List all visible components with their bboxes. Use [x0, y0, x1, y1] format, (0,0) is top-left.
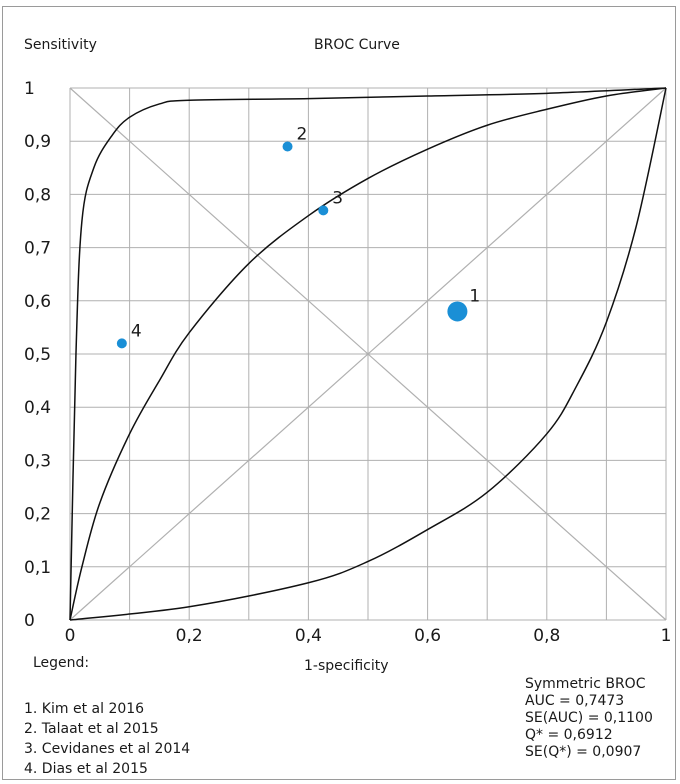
- legend-item-4: 4. Dias et al 2015: [24, 761, 148, 777]
- study-point-1: [447, 301, 468, 322]
- x-tick-label: 0,6: [414, 626, 441, 646]
- study-point-label-2: 2: [297, 125, 308, 145]
- x-tick-label: 0,4: [295, 626, 322, 646]
- x-tick-label: 0: [65, 626, 76, 646]
- x-tick-label: 1: [661, 626, 672, 646]
- chart-title: BROC Curve: [314, 37, 400, 53]
- legend-item-2: 2. Talaat et al 2015: [24, 721, 159, 737]
- y-tick-label: 0,6: [24, 292, 51, 312]
- legend-item-1: 1. Kim et al 2016: [24, 701, 145, 717]
- x-tick-label: 0,2: [176, 626, 203, 646]
- y-tick-label: 0,9: [24, 132, 51, 152]
- y-tick-label: 0,7: [24, 239, 51, 259]
- study-point-4: [116, 338, 127, 349]
- y-tick-label: 1: [24, 79, 35, 99]
- broc-curve-lower: [69, 87, 667, 621]
- stats-q: Q* = 0,6912: [525, 727, 613, 743]
- anti-diagonal: [69, 87, 667, 621]
- y-axis-label: Sensitivity: [24, 37, 97, 53]
- broc-curve-middle: [69, 87, 667, 621]
- y-tick-label: 0,8: [24, 185, 51, 205]
- legend-title: Legend:: [33, 655, 90, 671]
- y-tick-label: 0,4: [24, 398, 51, 418]
- study-point-label-4: 4: [131, 321, 142, 341]
- stats-se-q: SE(Q*) = 0,0907: [525, 744, 642, 760]
- legend-item-3: 3. Cevidanes et al 2014: [24, 741, 191, 757]
- study-point-label-3: 3: [332, 188, 343, 208]
- chart-frame: [2, 6, 676, 780]
- y-tick-label: 0: [24, 611, 35, 631]
- y-tick-label: 0,3: [24, 451, 51, 471]
- stats-se-auc: SE(AUC) = 0,1100: [525, 710, 653, 726]
- broc-curve-upper: [69, 87, 667, 621]
- stats-heading: Symmetric BROC: [525, 676, 646, 692]
- study-point-2: [282, 141, 293, 152]
- y-tick-label: 0,2: [24, 505, 51, 525]
- y-tick-label: 0,1: [24, 558, 51, 578]
- stats-auc: AUC = 0,7473: [525, 693, 625, 709]
- study-point-3: [318, 205, 329, 216]
- x-tick-label: 0,8: [533, 626, 560, 646]
- y-tick-label: 0,5: [24, 345, 51, 365]
- x-axis-label: 1-specificity: [304, 658, 389, 674]
- study-point-label-1: 1: [469, 286, 480, 306]
